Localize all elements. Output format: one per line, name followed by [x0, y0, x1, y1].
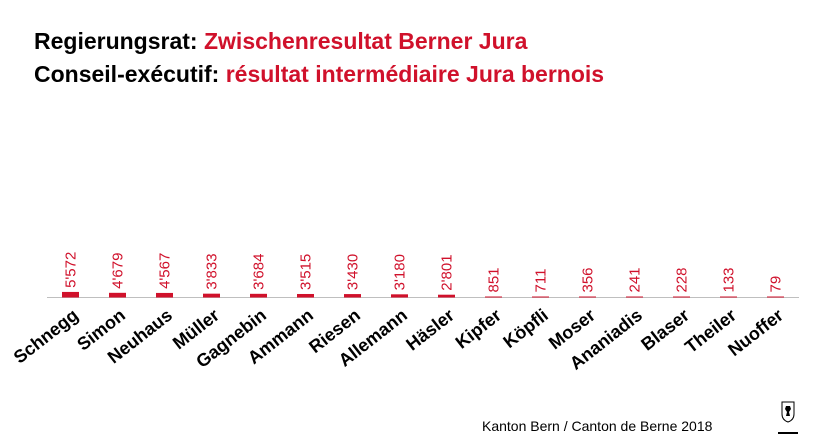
data-label: 133 [721, 267, 738, 292]
title-fr-accent: résultat intermédiaire Jura bernois [225, 61, 605, 87]
data-label: 228 [674, 267, 691, 292]
data-label: 3'515 [298, 254, 315, 290]
data-label: 5'572 [63, 252, 80, 288]
bar [62, 291, 79, 298]
bar [532, 296, 549, 298]
data-label: 79 [768, 276, 785, 293]
bar [673, 296, 690, 298]
data-label: 3'180 [392, 254, 409, 290]
chart-title-de: Regierungsrat: Zwischenresultat Berner J… [34, 27, 527, 55]
data-label: 241 [627, 267, 644, 292]
chart-title-fr: Conseil-exécutif: résultat intermédiaire… [34, 60, 604, 88]
title-de-accent: Zwischenresultat Berner Jura [203, 28, 528, 54]
bern-bear-crest-icon [778, 401, 798, 434]
bar [485, 296, 502, 298]
data-label: 4'567 [157, 253, 174, 289]
source-footer: Kanton Bern / Canton de Berne 2018 [482, 418, 713, 434]
bar [250, 293, 267, 298]
bar [767, 296, 784, 298]
data-label: 3'430 [345, 254, 362, 290]
data-label: 4'679 [110, 253, 127, 289]
bar-chart: 5'572Schnegg4'679Simon4'567Neuhaus3'833M… [10, 252, 799, 374]
bar [579, 296, 596, 298]
bar [720, 296, 737, 298]
bar [626, 296, 643, 298]
bar [156, 292, 173, 298]
category-label: Häsler [402, 305, 458, 355]
data-label: 2'801 [439, 254, 456, 290]
data-label: 851 [486, 267, 503, 292]
data-label: 3'684 [251, 254, 268, 290]
bar [297, 293, 314, 298]
title-de-lead: Regierungsrat: [34, 28, 198, 54]
data-label: 3'833 [204, 253, 221, 289]
data-label: 711 [533, 269, 550, 293]
category-label: Schnegg [10, 305, 82, 368]
category-label: Kipfer [452, 305, 505, 353]
bar [391, 294, 408, 298]
bar [203, 293, 220, 298]
title-fr-lead: Conseil-exécutif: [34, 61, 220, 87]
data-label: 356 [580, 267, 597, 292]
bar [109, 292, 126, 298]
category-label: Köpfli [499, 305, 552, 352]
bar [344, 294, 361, 298]
bar [438, 294, 455, 298]
